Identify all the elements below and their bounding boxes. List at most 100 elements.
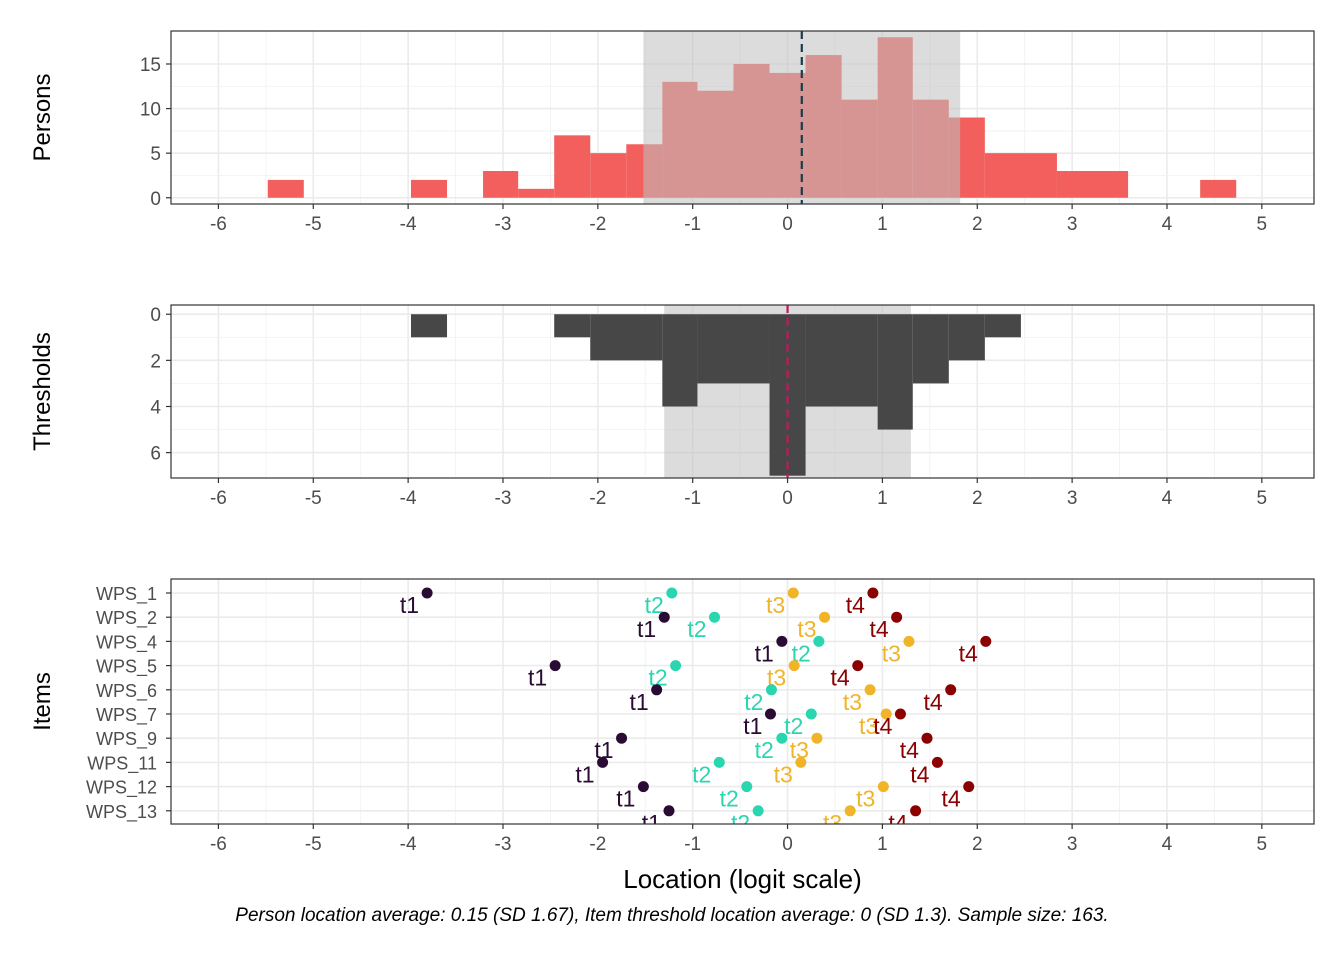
threshold-label: t1 <box>616 786 635 812</box>
y-tick-label: 5 <box>150 144 161 165</box>
threshold-label: t4 <box>831 665 850 691</box>
threshold-label: t3 <box>790 737 809 763</box>
x-tick-label: -4 <box>400 834 417 855</box>
threshold-label: t2 <box>744 689 763 715</box>
threshold-label: t3 <box>797 616 816 642</box>
threshold-bar <box>877 314 913 430</box>
y-tick-label: 15 <box>140 55 161 76</box>
threshold-label: t1 <box>642 810 661 836</box>
threshold-label: t2 <box>731 810 750 836</box>
threshold-point <box>867 587 879 599</box>
threshold-label: t1 <box>400 592 419 618</box>
threshold-label: t2 <box>792 640 811 666</box>
x-tick-label: 3 <box>1067 834 1078 855</box>
threshold-point <box>597 756 609 768</box>
threshold-label: t1 <box>528 665 547 691</box>
person-bar <box>984 153 1057 198</box>
panel-border <box>170 30 1315 205</box>
person-bar <box>1056 171 1129 198</box>
threshold-point <box>864 684 876 696</box>
x-tick-label: 5 <box>1257 834 1268 855</box>
threshold-label: t2 <box>784 713 803 739</box>
threshold-point <box>670 660 682 672</box>
y-tick-label: 0 <box>150 305 161 326</box>
threshold-point <box>788 660 800 672</box>
person-bar <box>483 171 519 198</box>
x-tick-label: 0 <box>782 214 793 235</box>
x-tick-label: 5 <box>1257 488 1268 509</box>
threshold-label: t4 <box>942 786 961 812</box>
threshold-point <box>894 708 906 720</box>
threshold-bar <box>948 314 985 361</box>
threshold-point <box>764 708 776 720</box>
item-label: WPS_7 <box>96 705 157 726</box>
person-bar <box>590 153 627 198</box>
persons-panel <box>171 31 1314 204</box>
threshold-label: t3 <box>767 665 786 691</box>
threshold-bar <box>662 314 698 407</box>
threshold-label: t2 <box>645 592 664 618</box>
x-tick-label: -5 <box>305 214 322 235</box>
x-tick-label: 1 <box>877 214 888 235</box>
person-bar <box>518 188 555 198</box>
chart-caption: Person location average: 0.15 (SD 1.67),… <box>235 905 1109 926</box>
threshold-point <box>666 587 678 599</box>
item-label: WPS_2 <box>96 608 157 629</box>
y-tick-label: 4 <box>150 397 161 418</box>
threshold-point <box>980 635 992 647</box>
item-label: WPS_12 <box>86 778 157 799</box>
x-tick-label: 5 <box>1257 214 1268 235</box>
y-tick-label: 6 <box>150 444 161 465</box>
person-bar <box>410 179 448 198</box>
x-tick-label: -6 <box>210 834 227 855</box>
threshold-label: t3 <box>856 786 875 812</box>
thresholds-x-axis: -6 -5 -4 -3 -2 -1 0 1 2 3 4 5 <box>210 478 1267 509</box>
threshold-label: t1 <box>755 640 774 666</box>
threshold-point <box>880 708 892 720</box>
threshold-point <box>709 611 721 623</box>
x-tick-label: -3 <box>495 834 512 855</box>
persons-y-label: Persons <box>29 73 56 161</box>
threshold-point <box>945 684 957 696</box>
item-label: WPS_5 <box>96 657 157 678</box>
x-tick-label: -2 <box>589 214 606 235</box>
x-tick-label: 0 <box>782 488 793 509</box>
threshold-label: t1 <box>594 737 613 763</box>
item-label: WPS_9 <box>96 729 157 750</box>
threshold-point <box>852 660 864 672</box>
threshold-bar <box>590 314 663 361</box>
item-label: WPS_4 <box>96 632 157 653</box>
threshold-label: t2 <box>648 665 667 691</box>
thresholds-y-label: Thresholds <box>29 332 56 451</box>
x-tick-label: 0 <box>782 834 793 855</box>
threshold-label: t4 <box>888 810 907 836</box>
threshold-label: t4 <box>873 713 892 739</box>
item-label: WPS_6 <box>96 681 157 702</box>
threshold-label: t4 <box>846 592 865 618</box>
threshold-label: t3 <box>774 761 793 787</box>
threshold-label: t4 <box>900 737 919 763</box>
panel-border <box>170 578 1315 825</box>
threshold-point <box>910 805 922 817</box>
threshold-point <box>811 732 823 744</box>
x-tick-label: 2 <box>972 834 983 855</box>
threshold-point <box>637 781 649 793</box>
x-axis-title: Location (logit scale) <box>623 864 861 894</box>
threshold-label: t1 <box>743 713 762 739</box>
person-bar <box>1200 179 1237 198</box>
x-tick-label: 1 <box>877 834 888 855</box>
x-tick-label: 4 <box>1162 488 1173 509</box>
threshold-point <box>776 732 788 744</box>
threshold-label: t2 <box>755 737 774 763</box>
x-tick-label: 4 <box>1162 834 1173 855</box>
threshold-point <box>776 635 788 647</box>
threshold-bar <box>554 314 591 338</box>
items-x-axis: -6 -5 -4 -3 -2 -1 0 1 2 3 4 5 <box>210 824 1267 855</box>
person-bar <box>267 179 304 198</box>
item-label: WPS_13 <box>86 802 157 823</box>
x-tick-label: -2 <box>589 488 606 509</box>
y-tick-label: 0 <box>150 189 161 210</box>
